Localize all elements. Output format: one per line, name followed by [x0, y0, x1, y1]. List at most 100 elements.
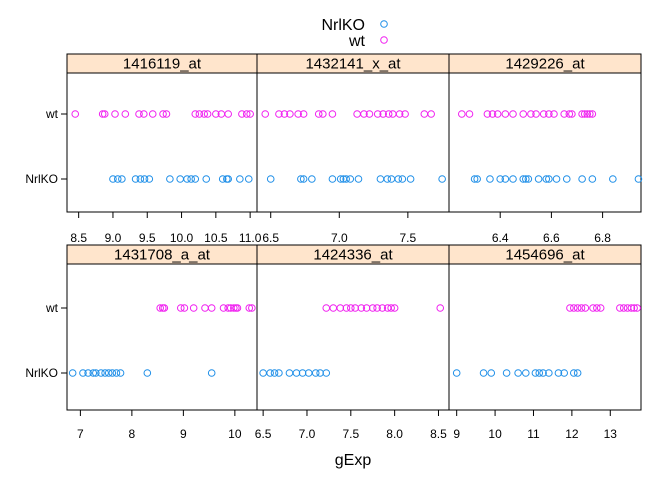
- panel-1416119-at: 1416119_at 8.5 9.0 9.5 10.0 10.5 11.0 wt NrlKO: [25, 53, 262, 245]
- point-nrlko: [322, 369, 331, 377]
- point-nrlko: [166, 175, 174, 183]
- point-nrlko: [116, 369, 125, 377]
- point-wt: [207, 304, 216, 312]
- point-nrlko: [224, 175, 232, 183]
- point-nrlko: [470, 175, 479, 183]
- point-nrlko: [531, 369, 540, 377]
- point-wt: [233, 304, 242, 312]
- point-wt: [560, 110, 569, 118]
- point-wt: [140, 110, 148, 118]
- point-wt: [261, 110, 270, 118]
- x-tick-label: 11.0: [239, 231, 262, 245]
- point-wt: [135, 110, 143, 118]
- point-nrlko: [578, 175, 586, 183]
- point-wt: [596, 304, 605, 312]
- point-nrlko: [285, 369, 294, 377]
- point-wt: [578, 110, 586, 118]
- point-wt: [378, 304, 387, 312]
- point-wt: [246, 110, 254, 118]
- point-wt: [328, 110, 337, 118]
- point-nrlko: [342, 175, 350, 183]
- point-wt: [159, 110, 167, 118]
- point-nrlko: [112, 369, 121, 377]
- point-wt: [427, 110, 435, 118]
- point-wt: [583, 110, 592, 118]
- point-nrlko: [398, 175, 407, 183]
- point-nrlko: [143, 369, 152, 377]
- legend: NrlKO wt: [321, 17, 388, 50]
- point-nrlko: [554, 369, 563, 377]
- point-wt: [299, 110, 308, 118]
- point-wt: [539, 110, 548, 118]
- point-wt: [388, 110, 397, 118]
- y-category-label-wt: wt: [45, 301, 59, 315]
- point-nrlko: [187, 175, 195, 183]
- point-nrlko: [118, 175, 126, 183]
- point-wt: [200, 110, 208, 118]
- panel-frame: [448, 263, 642, 411]
- x-tick-label: 6.4: [492, 231, 509, 245]
- x-tick-label: 13: [604, 427, 618, 441]
- point-wt: [212, 110, 220, 118]
- x-tick-label: 7.5: [400, 231, 417, 245]
- point-nrlko: [336, 175, 345, 183]
- point-nrlko: [522, 175, 530, 183]
- point-nrlko: [502, 369, 511, 377]
- point-nrlko: [270, 369, 279, 377]
- x-tick-label: 10.0: [170, 231, 194, 245]
- point-wt: [336, 304, 345, 312]
- point-nrlko: [183, 175, 191, 183]
- point-nrlko: [376, 175, 385, 183]
- panel-frame: [256, 263, 450, 411]
- point-nrlko: [89, 369, 98, 377]
- panel-1424336-at: 1424336_at 6.5 7.0 7.5 8.0 8.5: [255, 244, 450, 441]
- point-wt: [286, 110, 294, 118]
- point-nrlko: [202, 175, 211, 183]
- point-nrlko: [535, 369, 544, 377]
- y-category-label-nrlko: NrlKO: [25, 366, 58, 380]
- x-tick-label: 9: [180, 427, 187, 441]
- point-nrlko: [109, 175, 117, 183]
- point-wt: [224, 304, 232, 312]
- point-wt: [180, 304, 189, 312]
- point-wt: [230, 304, 238, 312]
- point-nrlko: [406, 175, 415, 183]
- point-nrlko: [218, 175, 227, 183]
- x-tick-label: 8.5: [70, 231, 87, 245]
- x-tick-label: 8: [129, 427, 136, 441]
- point-nrlko: [131, 175, 140, 183]
- point-nrlko: [244, 175, 253, 183]
- point-nrlko: [236, 175, 244, 183]
- point-nrlko: [394, 175, 403, 183]
- point-nrlko: [297, 175, 305, 183]
- point-wt: [71, 110, 80, 118]
- point-nrlko: [266, 369, 274, 377]
- x-tick-label: 8.0: [386, 427, 403, 441]
- point-wt: [395, 110, 404, 118]
- y-category-label-wt: wt: [45, 107, 59, 121]
- panel-frame: [256, 72, 450, 213]
- point-wt: [619, 304, 628, 312]
- point-wt: [436, 304, 445, 312]
- point-wt: [353, 110, 361, 118]
- point-wt: [314, 110, 323, 118]
- point-wt: [280, 110, 289, 118]
- point-wt: [420, 110, 429, 118]
- point-nrlko: [311, 369, 320, 377]
- point-nrlko: [104, 369, 113, 377]
- x-tick-label: 7.0: [299, 427, 316, 441]
- x-tick-label: 7.5: [342, 427, 359, 441]
- point-wt: [488, 110, 497, 118]
- panel-title: 1454696_at: [505, 247, 585, 264]
- x-tick-label: 8.5: [430, 427, 447, 441]
- point-nrlko: [479, 369, 488, 377]
- point-nrlko: [191, 175, 200, 183]
- point-wt: [519, 110, 528, 118]
- point-wt: [368, 304, 377, 312]
- point-wt: [224, 110, 232, 118]
- point-nrlko: [328, 175, 337, 183]
- point-wt: [493, 110, 502, 118]
- x-tick-label: 9.5: [139, 231, 156, 245]
- point-wt: [203, 110, 212, 118]
- point-wt: [465, 110, 474, 118]
